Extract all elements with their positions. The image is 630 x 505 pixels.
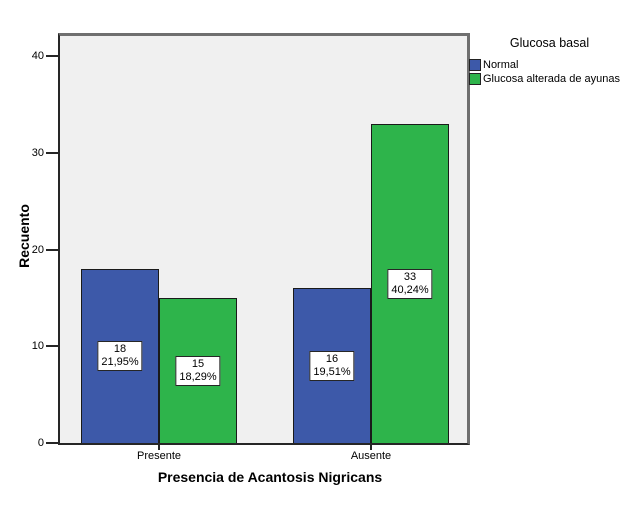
y-axis-title: Recuento bbox=[16, 204, 32, 268]
y-tick-label: 10 bbox=[31, 340, 44, 353]
legend-swatch-icon bbox=[469, 73, 481, 85]
bar-count-value: 15 bbox=[191, 357, 205, 370]
legend-swatch-icon bbox=[469, 59, 481, 71]
legend-item-glucosa-alterada-de-ayunas: Glucosa alterada de ayunas bbox=[469, 73, 630, 85]
plot-area: 18 21,95% 16 19,51% 15 18,29% 33 40,24% bbox=[58, 33, 470, 445]
legend-title: Glucosa basal bbox=[509, 36, 590, 50]
x-tick-mark bbox=[158, 443, 160, 450]
legend-item-normal: Normal bbox=[469, 59, 630, 71]
legend-item-label: Normal bbox=[483, 59, 519, 71]
x-tick-mark bbox=[370, 443, 372, 450]
y-tick-mark bbox=[46, 345, 58, 348]
y-tick-label: 40 bbox=[31, 50, 44, 62]
legend: Glucosa basal Normal Glucosa alterada de … bbox=[469, 36, 630, 87]
x-category-label-presente: Presente bbox=[136, 450, 182, 462]
bar-value-label: 18 21,95% bbox=[97, 341, 143, 371]
y-tick-mark bbox=[46, 442, 58, 444]
y-tick-label: 20 bbox=[31, 243, 44, 256]
bar-count-value: 18 bbox=[113, 343, 127, 355]
x-category-label-ausente: Ausente bbox=[350, 450, 392, 462]
y-tick-mark bbox=[46, 248, 58, 251]
bar-value-label: 16 19,51% bbox=[309, 350, 355, 381]
y-tick-mark bbox=[46, 55, 58, 57]
bar-percent-value: 19,51% bbox=[313, 365, 351, 378]
bar-percent-value: 40,24% bbox=[391, 283, 429, 296]
x-axis-title: Presencia de Acantosis Nigricans bbox=[157, 469, 383, 485]
y-tick-mark bbox=[46, 151, 58, 154]
y-tick-label: 30 bbox=[31, 146, 44, 159]
legend-items: Normal Glucosa alterada de ayunas bbox=[469, 59, 630, 85]
legend-item-label: Glucosa alterada de ayunas bbox=[483, 73, 620, 85]
bar-percent-value: 21,95% bbox=[101, 356, 139, 368]
bar-value-label: 15 18,29% bbox=[175, 355, 221, 386]
y-tick-label: 0 bbox=[37, 437, 44, 449]
bar-percent-value: 18,29% bbox=[179, 370, 217, 383]
bar-count-value: 33 bbox=[403, 270, 417, 283]
bar-value-label: 33 40,24% bbox=[387, 268, 433, 299]
bar-count-value: 16 bbox=[325, 352, 339, 365]
